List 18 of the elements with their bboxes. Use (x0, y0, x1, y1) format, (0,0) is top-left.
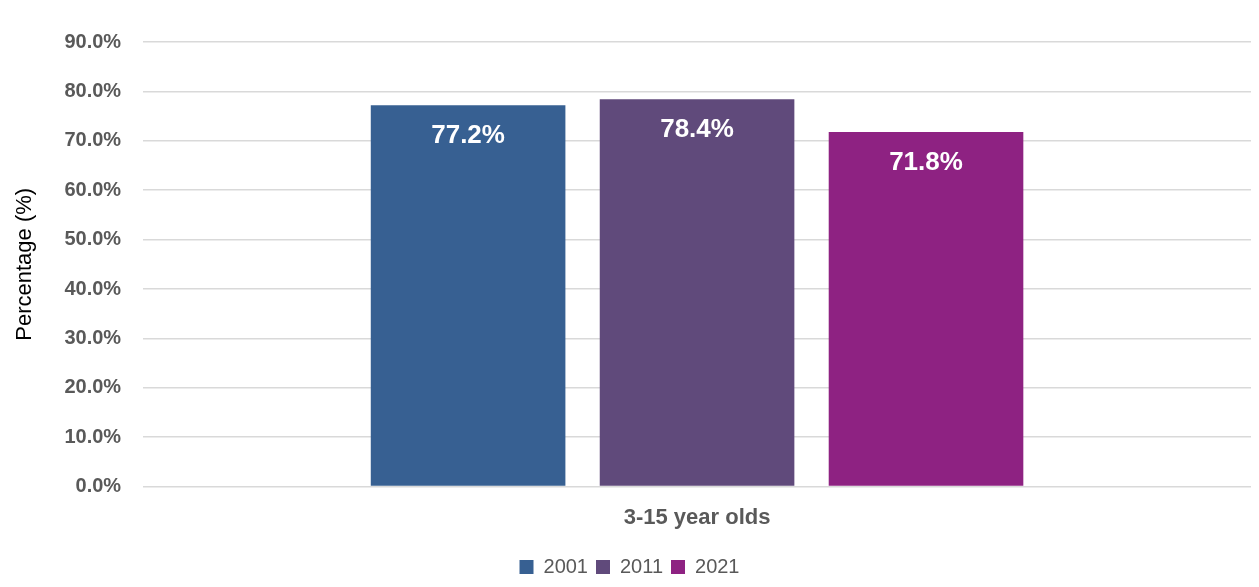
y-tick-label: 0.0% (75, 474, 122, 497)
y-tick-label: 40.0% (64, 276, 122, 299)
legend-label: 2021 (695, 554, 740, 577)
legend-label: 2011 (620, 554, 664, 577)
y-axis-title: Percentage (%) (11, 187, 37, 341)
y-tick-label: 80.0% (64, 78, 122, 101)
y-tick-label: 30.0% (64, 325, 122, 348)
y-tick-label: 60.0% (64, 177, 122, 200)
x-tick-label: 3-15 year olds (623, 503, 771, 529)
data-label: 77.2% (431, 119, 505, 150)
y-tick-label: 20.0% (64, 375, 122, 398)
y-tick-label: 90.0% (64, 29, 122, 52)
y-tick-label: 70.0% (64, 128, 122, 151)
y-tick-label: 10.0% (64, 424, 122, 447)
data-label: 78.4% (660, 113, 734, 144)
y-tick-label: 50.0% (64, 227, 122, 250)
legend-label: 2001 (543, 554, 588, 577)
data-label: 71.8% (889, 146, 963, 177)
